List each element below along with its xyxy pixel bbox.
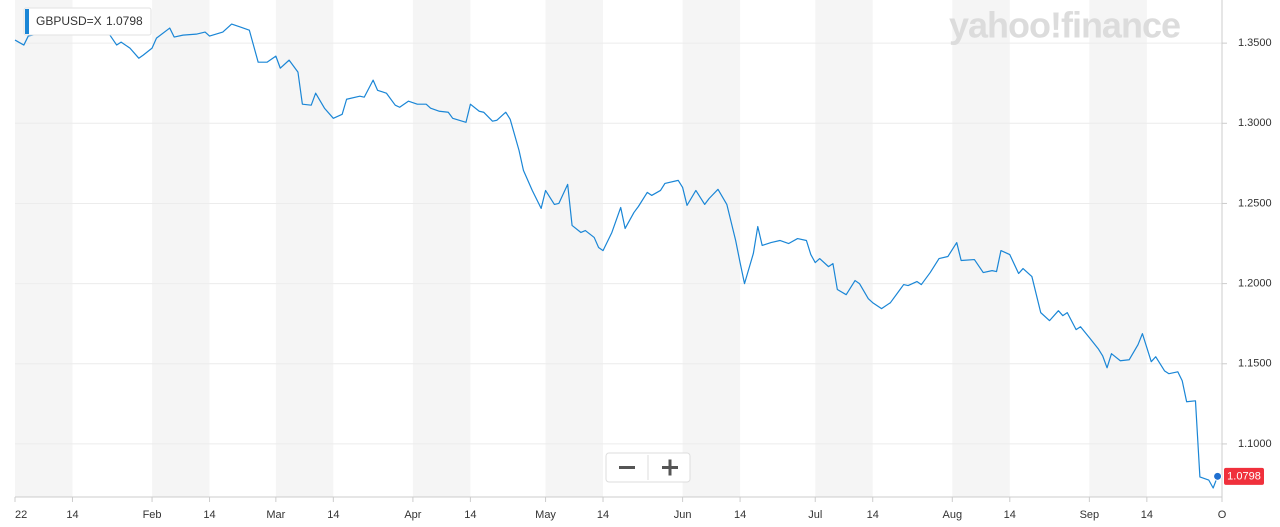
month-band <box>1089 0 1147 497</box>
x-tick-label: May <box>535 509 556 521</box>
x-tick-label: 14 <box>464 509 476 521</box>
x-tick-label: 14 <box>867 509 879 521</box>
zoom-in-button[interactable] <box>649 454 689 481</box>
month-band <box>412 0 471 497</box>
y-tick-label: 1.2500 <box>1238 197 1272 209</box>
x-tick-label: Jun <box>674 509 692 521</box>
x-tick-label: 22 <box>15 509 27 521</box>
x-tick-label: 14 <box>597 509 609 521</box>
x-tick-label: 14 <box>734 509 746 521</box>
minus-icon <box>619 466 635 469</box>
month-bands <box>15 0 1147 497</box>
month-band <box>682 0 741 497</box>
grid <box>14 0 1227 502</box>
month-band <box>152 0 210 497</box>
x-tick-label: 14 <box>1004 509 1016 521</box>
y-tick-label: 1.3000 <box>1238 117 1272 129</box>
last-price-label: 1.0798 <box>1227 471 1261 483</box>
x-tick-label: Sep <box>1080 509 1100 521</box>
x-tick-label: Aug <box>943 509 963 521</box>
price-line <box>14 11 1219 489</box>
month-band <box>15 0 73 497</box>
month-band <box>545 0 604 497</box>
month-band <box>815 0 873 497</box>
month-band <box>952 0 1010 497</box>
x-tick-label: Jul <box>808 509 822 521</box>
month-band <box>275 0 334 497</box>
x-tick-label: 14 <box>1141 509 1153 521</box>
legend-swatch <box>25 9 29 34</box>
plot <box>14 11 1219 489</box>
last-price-box <box>1224 467 1264 485</box>
legend-value: 1.0798 <box>106 14 143 28</box>
y-tick-label: 1.1000 <box>1238 438 1272 450</box>
zoom-out-button[interactable] <box>607 454 647 481</box>
x-tick-label: Apr <box>404 509 421 521</box>
legend: GBPUSD=X 1.0798 <box>23 7 152 36</box>
x-tick-label: O <box>1218 509 1227 521</box>
legend-box <box>23 7 152 36</box>
x-tick-label: 14 <box>66 509 78 521</box>
y-tick-label: 1.3500 <box>1238 37 1272 49</box>
legend-name: GBPUSD=X <box>36 14 102 28</box>
plus-icon-v <box>668 459 672 476</box>
watermark: yahoo!finance <box>949 5 1180 46</box>
y-tick-label: 1.2000 <box>1238 278 1272 290</box>
last-point <box>1213 471 1223 481</box>
x-tick-label: Feb <box>143 509 162 521</box>
zoom-controls <box>605 452 691 483</box>
y-tick-label: 1.1500 <box>1238 358 1272 370</box>
x-tick-label: 14 <box>327 509 339 521</box>
x-tick-label: Mar <box>266 509 285 521</box>
x-tick-label: 14 <box>203 509 215 521</box>
